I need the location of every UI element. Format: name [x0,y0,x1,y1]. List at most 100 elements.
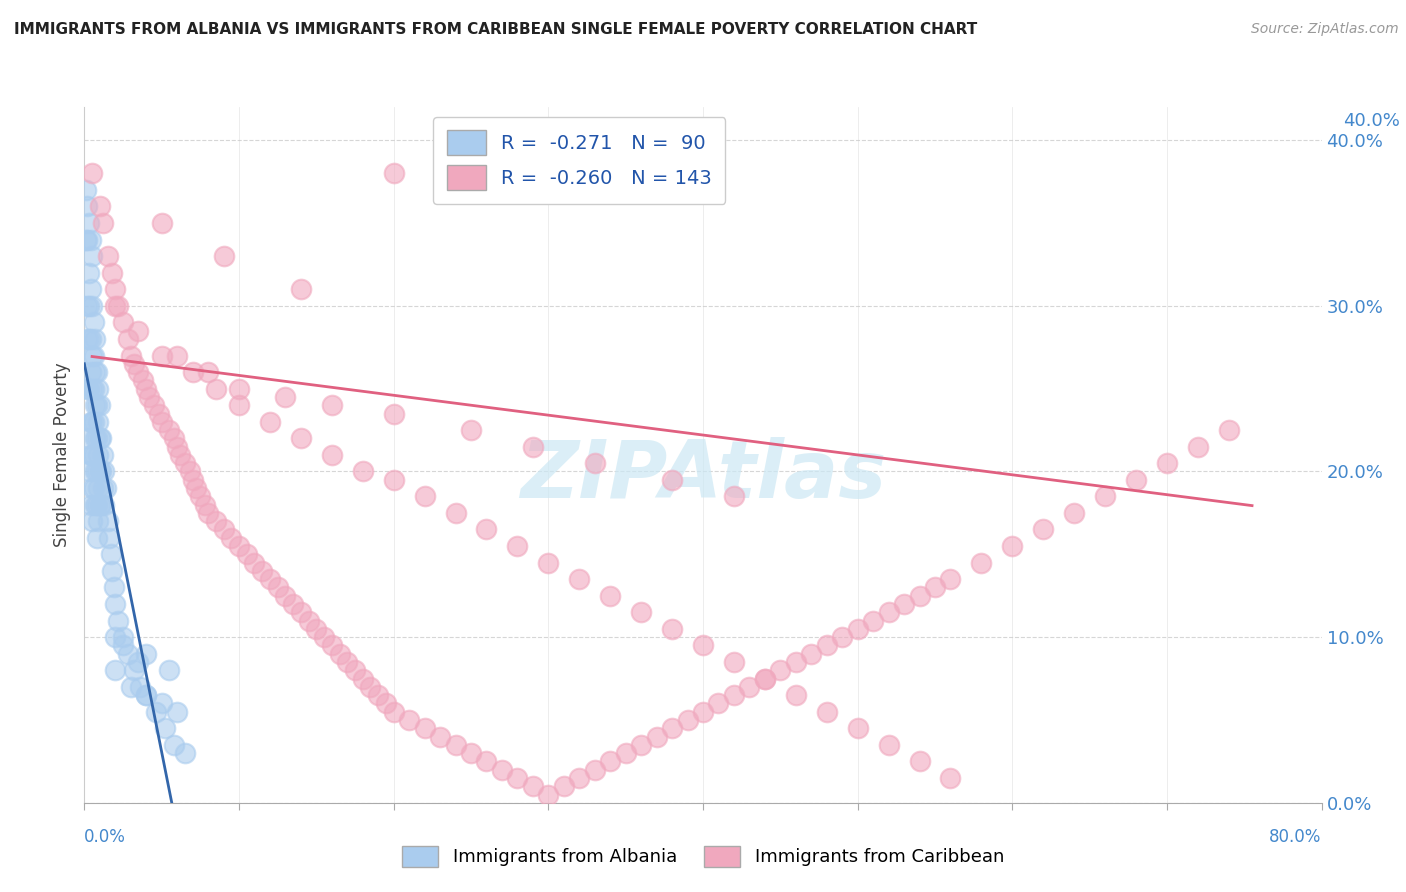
Point [150,697,173,711]
Point [846,721,869,735]
Point [174,456,197,470]
Point [122,357,145,371]
Point [707,697,730,711]
Point [205,514,228,528]
Point [77,266,100,280]
Point [692,639,714,653]
Point [83,415,105,429]
Point [138,390,160,404]
Point [79,498,101,512]
Point [221,531,243,545]
Point [815,705,838,719]
Point [87,448,110,462]
Point [197,506,219,520]
Point [877,738,900,752]
Point [375,697,398,711]
Point [148,407,170,421]
Point [723,489,745,503]
Point [112,315,135,329]
Point [112,639,135,653]
Point [93,498,115,512]
Point [815,639,838,653]
Point [692,705,714,719]
Point [91,216,114,230]
Point [83,481,105,495]
Point [444,506,467,520]
Point [166,349,188,363]
Point [82,481,104,495]
Point [314,630,336,644]
Point [367,688,389,702]
Point [908,589,931,603]
Point [82,299,104,313]
Point [506,539,529,553]
Point [91,448,114,462]
Point [321,639,343,653]
Point [583,456,606,470]
Point [76,233,98,247]
Point [122,663,145,677]
Point [785,688,807,702]
Point [86,365,108,379]
Point [86,531,108,545]
Point [1187,440,1209,454]
Point [568,771,591,785]
Point [298,614,321,628]
Point [76,382,98,396]
Point [413,721,436,735]
Text: Source: ZipAtlas.com: Source: ZipAtlas.com [1251,22,1399,37]
Point [568,572,591,586]
Point [169,448,191,462]
Point [212,249,235,263]
Point [159,663,181,677]
Point [84,431,107,445]
Point [344,663,367,677]
Point [630,738,652,752]
Point [205,382,228,396]
Point [630,605,652,619]
Point [83,315,105,329]
Text: IMMIGRANTS FROM ALBANIA VS IMMIGRANTS FROM CARIBBEAN SINGLE FEMALE POVERTY CORRE: IMMIGRANTS FROM ALBANIA VS IMMIGRANTS FR… [14,22,977,37]
Point [444,738,467,752]
Point [76,332,98,346]
Point [1125,473,1147,487]
Point [352,672,374,686]
Point [107,299,129,313]
Point [79,332,101,346]
Point [82,166,104,180]
Point [104,597,127,611]
Point [104,663,127,677]
Point [553,779,575,793]
Point [661,721,683,735]
Point [382,166,405,180]
Point [84,332,107,346]
Point [522,779,544,793]
Point [336,655,359,669]
Point [82,514,104,528]
Point [77,332,100,346]
Point [676,713,699,727]
Point [970,556,993,570]
Point [661,622,683,636]
Point [188,489,212,503]
Point [132,373,155,387]
Point [128,655,150,669]
Point [150,216,173,230]
Point [89,431,111,445]
Point [1156,456,1178,470]
Point [117,332,139,346]
Point [290,431,312,445]
Point [83,448,105,462]
Point [1032,523,1054,537]
Point [135,688,157,702]
Text: ZIPAtlas: ZIPAtlas [520,437,886,515]
Legend: Immigrants from Albania, Immigrants from Caribbean: Immigrants from Albania, Immigrants from… [395,838,1011,874]
Point [84,365,107,379]
Point [83,349,105,363]
Point [738,680,761,694]
Point [259,572,281,586]
Point [87,415,110,429]
Point [267,581,290,595]
Point [754,672,776,686]
Point [77,465,100,479]
